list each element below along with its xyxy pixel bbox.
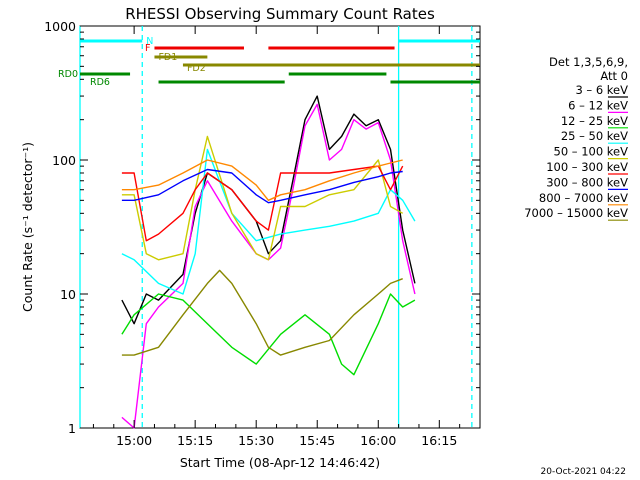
flag-label-RD6: RD6 [90,77,110,88]
series-line-1 [121,103,416,429]
legend-label-1: 6 – 12 keV [568,98,628,112]
flag-label-RD0: RD0 [58,69,78,80]
x-tick-label-1: 15:15 [177,433,213,448]
legend-header-line-2: Att 0 [600,69,628,83]
legend-label-8: 7000 – 15000 keV [524,206,628,220]
legend-header-line-1: Det 1,3,5,6,9, [549,55,628,69]
series-line-8 [121,269,403,356]
flag-label-FD1: FD1 [158,52,177,63]
x-tick-label-0: 15:00 [116,433,152,448]
y-tick-label-3: 1000 [44,19,76,34]
flag-label-N: N [146,36,153,47]
chart-title: RHESSI Observing Summary Count Rates [125,5,435,23]
x-axis-label: Start Time (08-Apr-12 14:46:42) [180,455,380,470]
footer-date: 20-Oct-2021 04:22 [541,467,626,477]
x-ticks: 15:00 15:15 15:30 15:45 16:00 16:15 [92,26,481,448]
series-layer [121,95,416,429]
x-tick-label-5: 16:15 [421,433,457,448]
y-tick-label-0: 1 [68,421,76,436]
series-line-3 [121,148,416,295]
series-line-6 [121,168,403,204]
legend-label-7: 800 – 7000 keV [539,191,628,205]
legend-label-2: 12 – 25 keV [561,114,628,128]
legend-label-3: 25 – 50 keV [561,129,628,143]
legend-label-5: 100 – 300 keV [546,160,628,174]
series-line-2 [121,293,416,376]
y-tick-label-1: 10 [60,287,76,302]
series-line-7 [121,159,403,202]
legend-label-6: 300 – 800 keV [546,175,628,189]
legend-label-0: 3 – 6 keV [575,83,628,97]
x-tick-label-4: 16:00 [360,433,396,448]
y-ticks: 1 10 100 1000 [44,19,480,436]
flag-label-FD2: FD2 [187,63,206,74]
series-line-0 [121,95,416,325]
plot-area: NF FD1 FD2 RD0 RD6 15:00 15:15 15:30 15:45 16:00… [44,19,481,448]
legend-label-4: 50 – 100 keV [554,145,629,159]
x-tick-label-2: 15:30 [238,433,274,448]
flag-bars: NF FD1 FD2 RD0 RD6 [58,36,480,88]
y-tick-label-2: 100 [52,153,76,168]
flag-label-F: F [145,43,150,54]
x-tick-label-3: 15:45 [299,433,335,448]
series-line-5 [121,165,404,242]
y-axis-label: Count Rate (s⁻¹ detector⁻¹) [20,142,35,312]
